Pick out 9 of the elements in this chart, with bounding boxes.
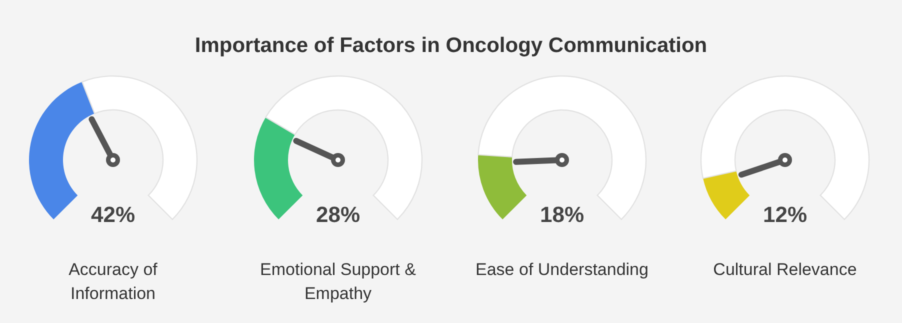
text: Ease of Understanding (476, 260, 648, 279)
text: 18% (540, 202, 584, 227)
text: Importance of Factors in Oncology Communication (194, 34, 708, 57)
text: Accuracy of Information (68, 260, 158, 303)
text: 28% (316, 202, 360, 227)
text: Cultural Relevance (713, 260, 857, 279)
text: Emotional Support & Empathy (260, 260, 417, 303)
text: 12% (762, 202, 808, 227)
text: 42% (90, 202, 136, 227)
